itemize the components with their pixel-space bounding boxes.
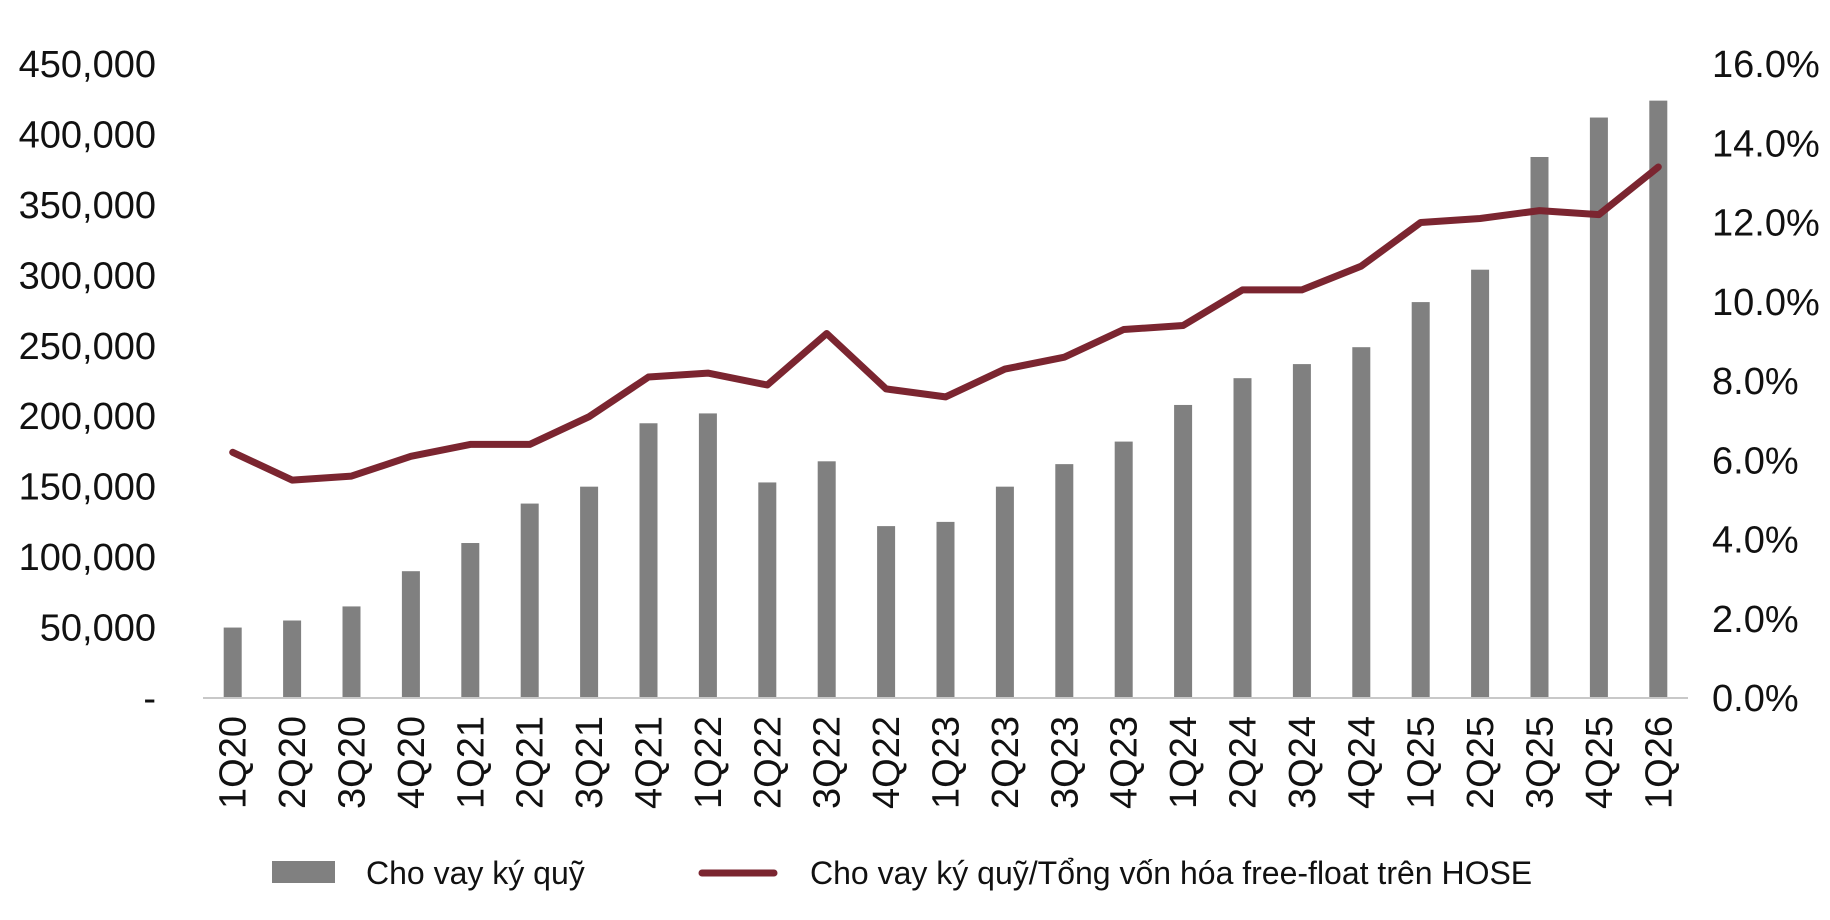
y-right-tick-label: 14.0% <box>1712 123 1820 165</box>
y-left-tick-label: 150,000 <box>19 467 156 509</box>
y-right-tick-label: 10.0% <box>1712 282 1820 324</box>
y-left-tick-label: 350,000 <box>19 185 156 227</box>
y-left-tick-label: 50,000 <box>40 608 156 650</box>
y-right-tick-label: 16.0% <box>1712 44 1820 86</box>
bar-1Q26 <box>1649 100 1668 699</box>
y-left-tick-label: - <box>143 678 156 720</box>
x-tick-1Q22: 1Q22 <box>688 716 730 809</box>
x-tick-3Q20: 3Q20 <box>332 716 374 809</box>
bar-4Q21 <box>639 423 658 698</box>
x-axis-ticks: 1Q20 2Q20 3Q20 4Q20 1Q21 2Q21 3Q21 4Q21 1Q22 2Q22… <box>213 716 1681 809</box>
x-tick-1Q20: 1Q20 <box>213 716 255 809</box>
y-right-tick-label: 12.0% <box>1712 203 1820 245</box>
x-tick-4Q24: 4Q24 <box>1341 716 1383 809</box>
bar-series-margin-lending <box>223 100 1668 699</box>
legend-bar-swatch <box>272 861 335 883</box>
bar-3Q22 <box>817 461 836 698</box>
x-tick-1Q23: 1Q23 <box>926 716 968 809</box>
bar-3Q24 <box>1292 364 1311 698</box>
x-tick-2Q21: 2Q21 <box>510 716 552 809</box>
bar-1Q23 <box>936 521 955 698</box>
y-right-tick-label: 0.0% <box>1712 678 1799 720</box>
x-tick-4Q21: 4Q21 <box>629 716 671 809</box>
line-series-margin-ratio <box>229 163 1662 484</box>
ratio-line <box>229 163 1662 484</box>
bar-3Q20 <box>342 606 361 698</box>
y-left-tick-label: 400,000 <box>19 114 156 156</box>
y-left-tick-label: 450,000 <box>19 44 156 86</box>
y-right-tick-label: 4.0% <box>1712 520 1799 562</box>
bar-1Q21 <box>461 543 480 698</box>
y-right-tick-label: 6.0% <box>1712 440 1799 482</box>
y-left-tick-label: 200,000 <box>19 396 156 438</box>
x-tick-1Q25: 1Q25 <box>1401 716 1443 809</box>
bar-4Q23 <box>1114 441 1133 698</box>
y-axis-right-ticks: 0.0% 2.0% 4.0% 6.0% 8.0% 10.0% 12.0% 14.0% 16.0% <box>1712 44 1820 720</box>
x-tick-3Q21: 3Q21 <box>569 716 611 809</box>
x-tick-3Q25: 3Q25 <box>1520 716 1562 809</box>
x-tick-1Q21: 1Q21 <box>450 716 492 809</box>
legend: Cho vay ký quỹ Cho vay ký quỹ/Tổng vốn h… <box>272 855 1532 891</box>
x-tick-3Q24: 3Q24 <box>1282 716 1324 809</box>
x-tick-1Q24: 1Q24 <box>1163 716 1205 809</box>
y-right-tick-label: 2.0% <box>1712 599 1799 641</box>
x-tick-4Q23: 4Q23 <box>1104 716 1146 809</box>
legend-line-label: Cho vay ký quỹ/Tổng vốn hóa free-float t… <box>810 855 1532 891</box>
x-tick-1Q26: 1Q26 <box>1638 716 1680 809</box>
bar-3Q25 <box>1530 156 1549 698</box>
bar-1Q24 <box>1174 404 1193 698</box>
bar-2Q24 <box>1233 378 1252 698</box>
x-tick-3Q23: 3Q23 <box>1044 716 1086 809</box>
y-right-tick-label: 8.0% <box>1712 361 1799 403</box>
bar-3Q21 <box>580 486 599 698</box>
x-tick-3Q22: 3Q22 <box>807 716 849 809</box>
bar-1Q22 <box>698 413 717 698</box>
x-tick-2Q25: 2Q25 <box>1460 716 1502 809</box>
bar-4Q22 <box>877 526 896 698</box>
bar-2Q21 <box>520 503 539 698</box>
bar-4Q24 <box>1352 347 1371 698</box>
y-left-tick-label: 250,000 <box>19 326 156 368</box>
x-tick-2Q23: 2Q23 <box>985 716 1027 809</box>
bar-2Q23 <box>995 486 1014 698</box>
bar-4Q25 <box>1589 117 1608 698</box>
bar-2Q22 <box>758 482 777 698</box>
bar-1Q20 <box>223 627 242 698</box>
bar-2Q20 <box>283 620 302 698</box>
legend-bar-label: Cho vay ký quỹ <box>366 855 585 891</box>
x-tick-4Q25: 4Q25 <box>1579 716 1621 809</box>
y-left-tick-label: 300,000 <box>19 255 156 297</box>
bar-2Q25 <box>1471 269 1490 698</box>
x-tick-2Q22: 2Q22 <box>747 716 789 809</box>
x-tick-2Q20: 2Q20 <box>272 716 314 809</box>
y-axis-left-ticks: - 50,000 100,000 150,000 200,000 250,000 300,0… <box>19 44 156 720</box>
x-tick-4Q22: 4Q22 <box>866 716 908 809</box>
x-tick-4Q20: 4Q20 <box>391 716 433 809</box>
bar-4Q20 <box>401 571 420 698</box>
bar-1Q25 <box>1411 302 1430 698</box>
y-left-tick-label: 100,000 <box>19 537 156 579</box>
x-tick-2Q24: 2Q24 <box>1223 716 1265 809</box>
bar-3Q23 <box>1055 464 1074 698</box>
